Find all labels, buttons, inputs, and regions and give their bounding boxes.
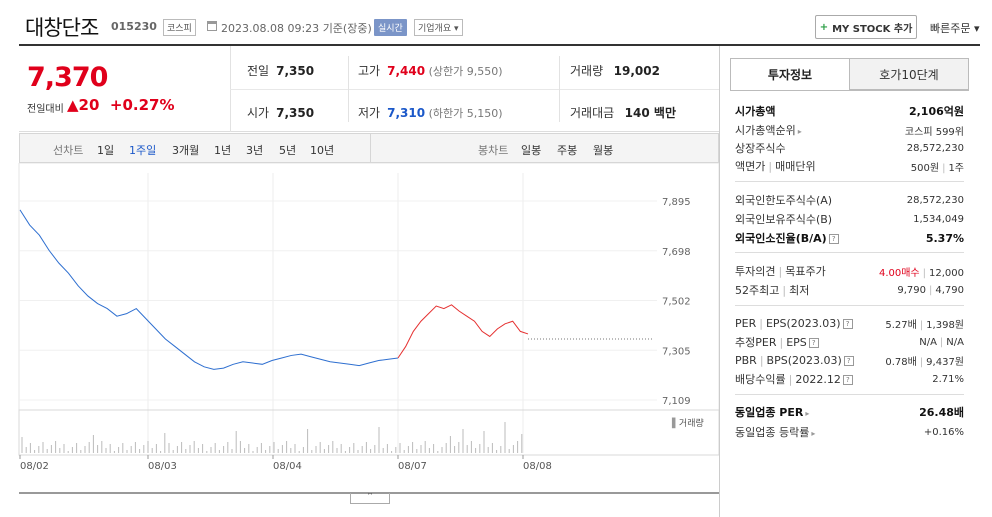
row-market-cap: 시가총액 2,106억원 xyxy=(735,105,964,118)
x-tick-label: 08/03 xyxy=(148,461,177,472)
row-opinion: 투자의견 | 목표주가 4.00매수 | 12,000 xyxy=(735,265,964,279)
tab-1w[interactable]: 1주일 xyxy=(129,144,157,157)
tab-monthly[interactable]: 월봉 xyxy=(593,144,614,157)
divider xyxy=(730,90,969,91)
chevron-down-icon: ▾ xyxy=(973,22,980,35)
divider xyxy=(559,56,560,122)
row-dividend: 배당수익률 | 2022.12? 2.71% xyxy=(735,373,964,386)
y-tick-label: 7,698 xyxy=(662,247,691,258)
help-icon[interactable]: ? xyxy=(808,338,819,348)
quick-order-button[interactable]: 빠른주문 ▾ xyxy=(930,22,980,35)
row-pbr: PBR | BPS(2023.03)? 0.78배 | 9,437원 xyxy=(735,353,964,368)
stock-name: 대창단조 xyxy=(25,16,99,40)
divider xyxy=(735,252,964,253)
add-mystock-button[interactable]: + MY STOCK 추가 xyxy=(815,15,917,39)
line-chart-label: 선차트 xyxy=(53,144,84,157)
price-chart[interactable]: 7,895 7,698 7,502 7,305 7,109 08/02 08/03 08/04… xyxy=(0,163,719,503)
tab-daily[interactable]: 일봉 xyxy=(521,144,542,157)
chevron-right-icon: ▸ xyxy=(811,429,816,438)
row-foreign-ratio: 외국인소진율(B/A)? 5.37% xyxy=(735,231,964,246)
candle-chart-label: 봉차트 xyxy=(478,144,509,157)
chevron-right-icon: ▸ xyxy=(805,409,810,418)
quote-summary xyxy=(19,46,719,132)
row-foreign-holding: 외국인보유주식수(B) 1,534,049 xyxy=(735,213,964,226)
tab-5y[interactable]: 5년 xyxy=(279,144,297,157)
chevron-right-icon: ▸ xyxy=(797,127,802,136)
quote-datetime: 2023.08.08 09:23 기준(장중) xyxy=(221,22,372,35)
tab-10y[interactable]: 10년 xyxy=(310,144,335,157)
help-icon[interactable]: ? xyxy=(828,234,839,244)
divider xyxy=(348,56,349,122)
row-per: PER | EPS(2023.03)? 5.27배 | 1,398원 xyxy=(735,316,964,331)
prev-close: 전일 7,350 xyxy=(247,64,315,78)
chevron-down-icon: ▾ xyxy=(454,24,459,34)
help-icon[interactable]: ? xyxy=(842,318,853,329)
chevron-up-icon: ⌃ xyxy=(366,492,374,502)
volume: 거래량 19,002 xyxy=(570,64,660,78)
header-divider xyxy=(19,44,980,46)
divider xyxy=(735,394,964,395)
calendar-icon xyxy=(207,21,217,31)
price-line-series-1 xyxy=(19,209,399,370)
y-tick-label: 7,109 xyxy=(662,396,691,407)
tab-1y[interactable]: 1년 xyxy=(214,144,232,157)
current-price: 7,370 xyxy=(27,62,108,93)
row-foreign-limit: 외국인한도주식수(A) 28,572,230 xyxy=(735,194,964,207)
y-tick-label: 7,895 xyxy=(662,197,691,208)
x-tick-label: 08/04 xyxy=(273,461,302,472)
row-52week: 52주최고 | 최저 9,790 | 4,790 xyxy=(735,284,964,297)
row-sector-per[interactable]: 동일업종 PER ▸ 26.48배 xyxy=(735,406,964,419)
market-badge: 코스피 xyxy=(163,19,196,36)
up-triangle-icon: ▲ xyxy=(67,96,79,114)
x-tick-label: 08/07 xyxy=(398,461,427,472)
help-icon[interactable]: ? xyxy=(843,355,854,366)
row-market-cap-rank[interactable]: 시가총액순위 ▸ 코스피 599위 xyxy=(735,124,964,138)
company-info-button[interactable]: 기업개요 ▾ xyxy=(414,19,463,36)
y-tick-label: 7,502 xyxy=(662,297,691,308)
trade-amount: 거래대금 140 백만 xyxy=(570,106,676,120)
x-tick-label: 08/02 xyxy=(20,461,49,472)
divider xyxy=(230,89,719,90)
volume-frame xyxy=(18,409,719,456)
tab-3m[interactable]: 3개월 xyxy=(172,144,200,157)
change-label: 전일대비 xyxy=(27,104,64,115)
row-par-value: 액면가 | 매매단위 500원 | 1주 xyxy=(735,160,964,174)
plus-icon: + xyxy=(819,21,829,33)
row-est-per: 추정PER | EPS? N/A | N/A xyxy=(735,336,964,349)
price-line-series-2 xyxy=(397,304,529,359)
y-tick-label: 7,305 xyxy=(662,346,691,357)
tab-weekly[interactable]: 주봉 xyxy=(557,144,578,157)
tab-invest-info[interactable]: 투자정보 xyxy=(730,58,850,90)
stock-code: 015230 xyxy=(111,20,157,33)
x-tick-label: 08/08 xyxy=(523,461,552,472)
help-icon[interactable]: ? xyxy=(842,375,853,385)
tab-1d[interactable]: 1일 xyxy=(97,144,115,157)
volume-legend: ▌거래량 xyxy=(672,419,704,429)
low-price: 저가 7,310 (하한가 5,150) xyxy=(358,106,503,120)
tab-3y[interactable]: 3년 xyxy=(246,144,264,157)
divider xyxy=(370,134,371,162)
divider xyxy=(735,305,964,306)
change-value: ▲20 +0.27% xyxy=(67,96,175,114)
chart-tabs-bar xyxy=(19,133,719,163)
divider xyxy=(735,181,964,182)
realtime-badge[interactable]: 실시간 xyxy=(374,19,407,36)
tab-orderbook[interactable]: 호가10단계 xyxy=(849,58,969,90)
collapse-chart-button[interactable]: ⌃ xyxy=(350,493,390,504)
chart-frame xyxy=(18,163,719,411)
high-price: 고가 7,440 (상한가 9,550) xyxy=(358,64,503,78)
row-sector-change[interactable]: 동일업종 등락률 ▸ +0.16% xyxy=(735,426,964,439)
row-listed-shares: 상장주식수 28,572,230 xyxy=(735,142,964,155)
info-panel xyxy=(719,46,980,517)
open-price: 시가 7,350 xyxy=(247,106,315,120)
